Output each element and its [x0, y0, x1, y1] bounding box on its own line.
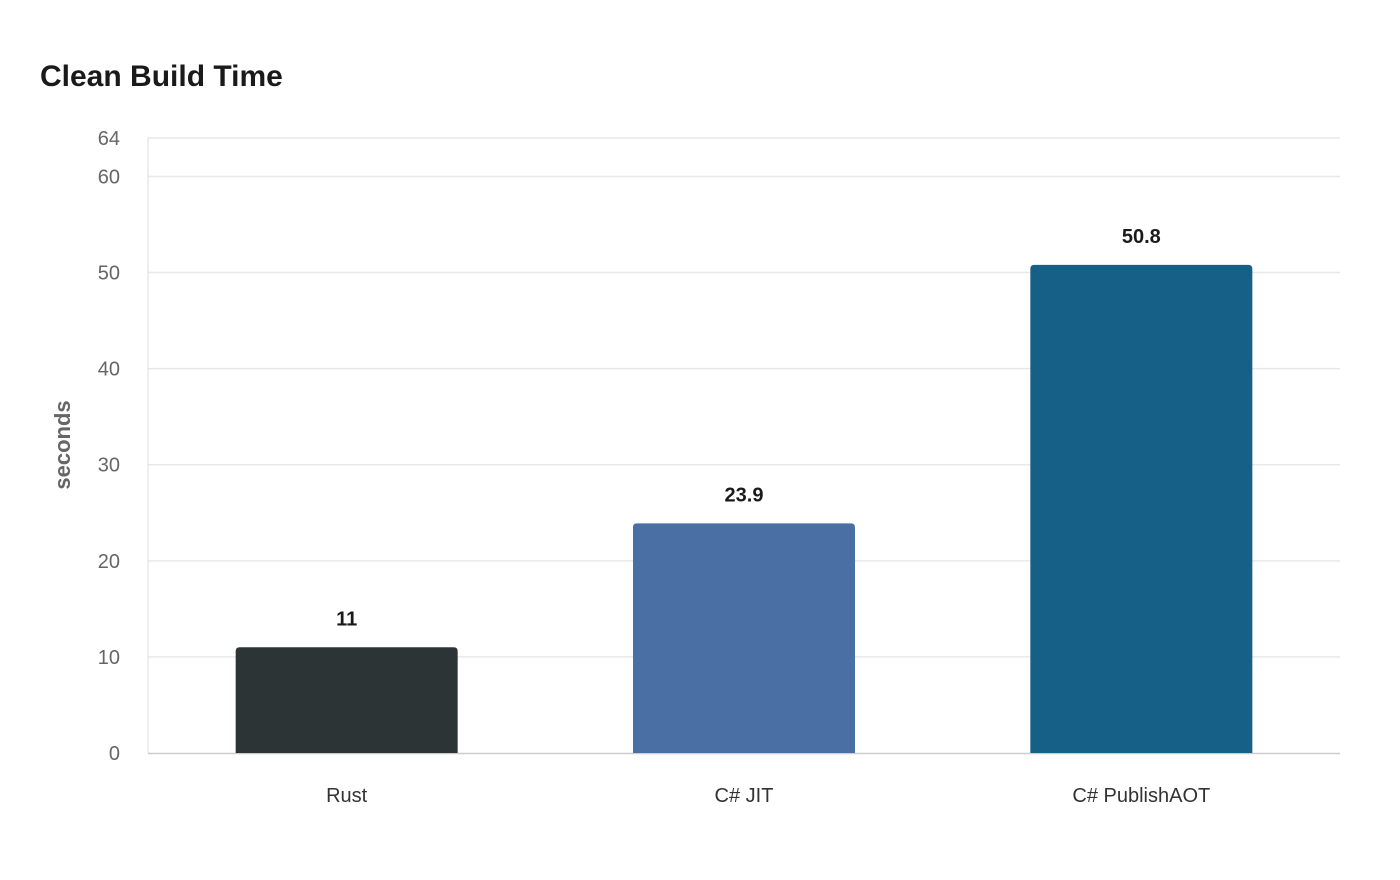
x-tick-label: Rust	[326, 785, 368, 807]
y-tick-label: 20	[98, 551, 120, 573]
y-tick-labels: 0 10 20 30 40 50 60 64	[98, 128, 120, 765]
bar	[235, 647, 458, 753]
y-tick-label: 0	[109, 743, 120, 765]
y-tick-label: 60	[98, 166, 120, 188]
y-tick-label: 30	[98, 455, 120, 477]
data-label: 50.8	[1122, 226, 1161, 248]
data-label: 23.9	[725, 484, 764, 506]
y-axis-label: seconds	[50, 400, 75, 489]
x-tick-labels: Rust C# JIT C# PublishAOT	[326, 785, 1210, 807]
bar	[633, 523, 855, 753]
y-tick-label: 50	[98, 263, 120, 285]
x-tick-label: C# PublishAOT	[1072, 785, 1210, 807]
y-tick-label: 64	[98, 128, 120, 150]
y-tick-label: 10	[98, 647, 120, 669]
axes	[147, 138, 1340, 755]
chart-title: Clean Build Time	[40, 60, 283, 93]
data-label: 11	[336, 608, 357, 630]
bars	[235, 264, 1253, 753]
data-labels: 11 23.9 50.8	[336, 226, 1161, 630]
y-tick-label: 40	[98, 359, 120, 381]
x-tick-label: C# JIT	[715, 785, 774, 807]
bar	[1030, 264, 1253, 753]
